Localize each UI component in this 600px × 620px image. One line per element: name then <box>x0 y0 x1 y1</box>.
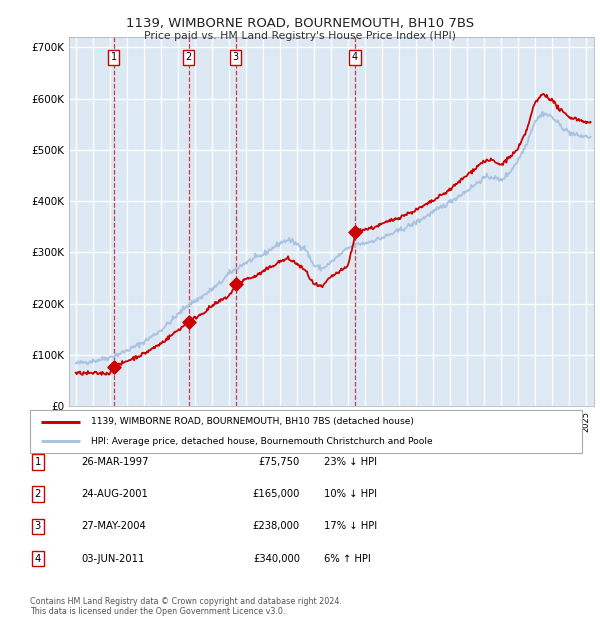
Text: 1139, WIMBORNE ROAD, BOURNEMOUTH, BH10 7BS (detached house): 1139, WIMBORNE ROAD, BOURNEMOUTH, BH10 7… <box>91 417 413 427</box>
Text: 3: 3 <box>233 53 239 63</box>
Point <box>184 317 193 327</box>
Text: 4: 4 <box>35 554 41 564</box>
Text: 03-JUN-2011: 03-JUN-2011 <box>81 554 145 564</box>
Point <box>231 279 241 289</box>
Text: Contains HM Land Registry data © Crown copyright and database right 2024.: Contains HM Land Registry data © Crown c… <box>30 597 342 606</box>
Text: This data is licensed under the Open Government Licence v3.0.: This data is licensed under the Open Gov… <box>30 607 286 616</box>
Text: 6% ↑ HPI: 6% ↑ HPI <box>324 554 371 564</box>
Text: 1139, WIMBORNE ROAD, BOURNEMOUTH, BH10 7BS: 1139, WIMBORNE ROAD, BOURNEMOUTH, BH10 7… <box>126 17 474 30</box>
Text: 2: 2 <box>35 489 41 499</box>
Text: 17% ↓ HPI: 17% ↓ HPI <box>324 521 377 531</box>
Text: 10% ↓ HPI: 10% ↓ HPI <box>324 489 377 499</box>
Text: 24-AUG-2001: 24-AUG-2001 <box>81 489 148 499</box>
FancyBboxPatch shape <box>30 410 582 453</box>
Text: 26-MAR-1997: 26-MAR-1997 <box>81 457 149 467</box>
Text: £238,000: £238,000 <box>253 521 300 531</box>
Point <box>109 362 118 372</box>
Text: 3: 3 <box>35 521 41 531</box>
Text: 1: 1 <box>35 457 41 467</box>
Text: 27-MAY-2004: 27-MAY-2004 <box>81 521 146 531</box>
Text: £340,000: £340,000 <box>253 554 300 564</box>
Point <box>350 227 359 237</box>
Text: 2: 2 <box>185 53 192 63</box>
Text: HPI: Average price, detached house, Bournemouth Christchurch and Poole: HPI: Average price, detached house, Bour… <box>91 436 433 446</box>
Text: 1: 1 <box>110 53 117 63</box>
Text: Price paid vs. HM Land Registry's House Price Index (HPI): Price paid vs. HM Land Registry's House … <box>144 31 456 41</box>
Text: 23% ↓ HPI: 23% ↓ HPI <box>324 457 377 467</box>
Text: 4: 4 <box>352 53 358 63</box>
Text: £165,000: £165,000 <box>253 489 300 499</box>
Text: £75,750: £75,750 <box>259 457 300 467</box>
